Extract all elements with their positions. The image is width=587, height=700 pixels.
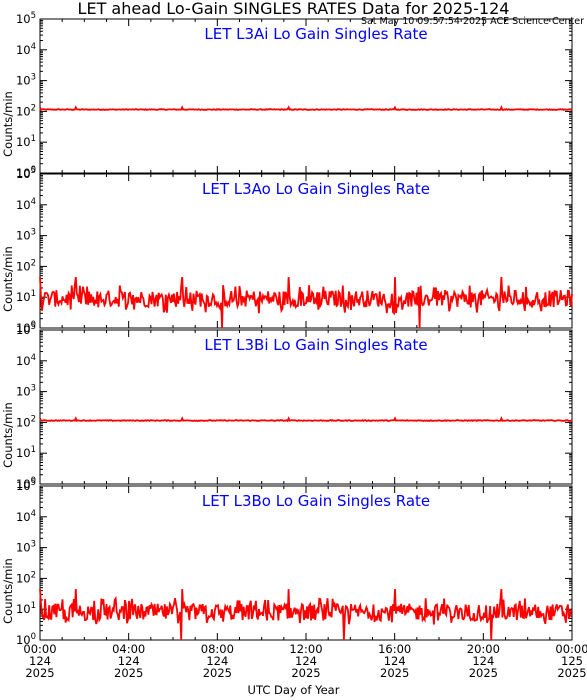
y-tick-label: 102 — [16, 570, 36, 585]
y-tick-label: 104 — [16, 509, 36, 524]
x-tick-label: 124 — [29, 654, 51, 668]
x-tick-label: 08:00 — [201, 642, 234, 656]
x-axis-title: UTC Day of Year — [247, 683, 340, 697]
x-tick-label: 2025 — [291, 666, 320, 680]
panel-title: LET L3Bo Lo Gain Singles Rate — [202, 492, 430, 510]
y-tick-label: 104 — [16, 42, 36, 57]
panel-title: LET L3Ao Lo Gain Singles Rate — [202, 180, 430, 198]
x-tick-label: 2025 — [25, 666, 54, 680]
y-tick-label: 100 — [16, 165, 36, 180]
y-tick-label: 102 — [16, 258, 36, 273]
y-axis-label: Counts/min — [1, 246, 15, 312]
timestamp-label: Sat May 10 09:57:54 2025 ACE Science Cen… — [360, 16, 584, 27]
y-tick-label: 101 — [16, 289, 36, 304]
y-tick-label: 102 — [16, 103, 36, 118]
y-tick-label: 105 — [16, 322, 36, 337]
y-tick-label: 105 — [16, 166, 36, 181]
series-line — [39, 276, 573, 329]
y-tick-label: 100 — [16, 632, 36, 647]
y-tick-label: 105 — [16, 11, 36, 26]
y-tick-label: 100 — [16, 476, 36, 491]
x-tick-label: 2025 — [557, 666, 586, 680]
x-tick-label: 124 — [118, 654, 140, 668]
x-tick-label: 125 — [561, 654, 583, 668]
y-tick-label: 101 — [16, 445, 36, 460]
series-line — [39, 416, 573, 423]
x-tick-label: 124 — [295, 654, 317, 668]
chart-title: LET ahead Lo-Gain SINGLES RATES Data for… — [77, 0, 510, 18]
x-tick-label: 00:00 — [23, 642, 56, 656]
x-tick-label: 2025 — [469, 666, 498, 680]
y-axis-label: Counts/min — [1, 558, 15, 624]
y-tick-label: 103 — [16, 384, 36, 399]
y-axis-label: Counts/min — [1, 402, 15, 468]
x-tick-label: 2025 — [114, 666, 143, 680]
panel-title: LET L3Ai Lo Gain Singles Rate — [204, 25, 427, 43]
y-tick-label: 103 — [16, 228, 36, 243]
x-tick-label: 12:00 — [289, 642, 322, 656]
y-tick-label: 103 — [16, 540, 36, 555]
series-line — [39, 589, 573, 641]
y-tick-label: 104 — [16, 353, 36, 368]
y-tick-label: 102 — [16, 414, 36, 429]
x-tick-label: 20:00 — [467, 642, 500, 656]
panel-title: LET L3Bi Lo Gain Singles Rate — [204, 336, 427, 354]
x-tick-label: 124 — [206, 654, 228, 668]
y-tick-label: 101 — [16, 134, 36, 149]
y-tick-label: 105 — [16, 478, 36, 493]
x-tick-label: 16:00 — [378, 642, 411, 656]
x-tick-label: 2025 — [380, 666, 409, 680]
series-line — [39, 105, 573, 111]
x-tick-label: 124 — [384, 654, 406, 668]
y-tick-label: 100 — [16, 320, 36, 335]
x-tick-label: 2025 — [203, 666, 232, 680]
x-tick-label: 04:00 — [112, 642, 145, 656]
y-tick-label: 103 — [16, 73, 36, 88]
x-tick-label: 124 — [472, 654, 494, 668]
y-tick-label: 101 — [16, 601, 36, 616]
y-axis-label: Counts/min — [1, 91, 15, 157]
y-tick-label: 104 — [16, 197, 36, 212]
x-tick-label: 00:00 — [555, 642, 587, 656]
